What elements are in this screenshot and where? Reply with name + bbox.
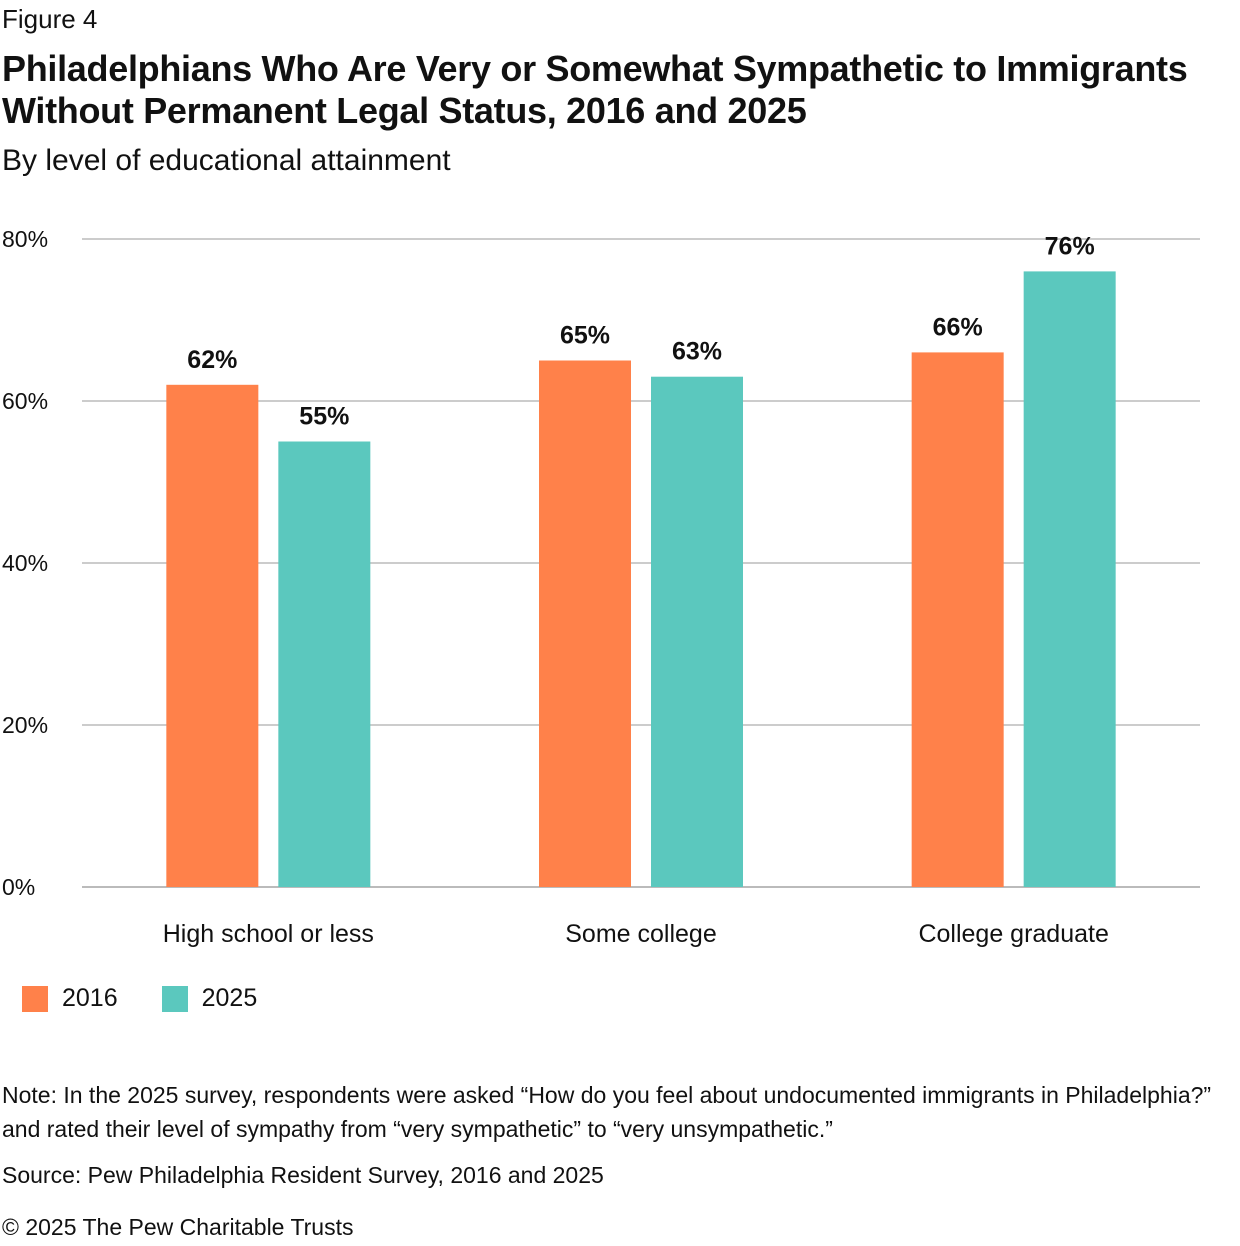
legend-label-2025: 2025 [201,984,258,1012]
legend-item-2025: 2025 [161,984,258,1013]
bar-chart: 0% 20% 40% 60% 80% 62% 55% 65% 63% 66% 76% High s… [2,226,1200,948]
x-tick-label: Some college [565,920,716,948]
chart-note: Note: In the 2025 survey, respondents we… [2,1082,1212,1142]
y-tick-label: 40% [2,550,48,576]
chart-subtitle: By level of educational attainment [2,144,451,177]
bars [166,271,1116,887]
y-tick-label: 60% [2,388,48,414]
data-label: 76% [1045,232,1095,260]
gridlines [82,238,1200,888]
y-tick-label: 80% [2,226,48,252]
data-label: 66% [933,313,983,341]
data-labels: 62% 55% 65% 63% 66% 76% [187,232,1094,430]
legend-label-2016: 2016 [62,984,118,1012]
y-tick-label: 0% [2,874,35,900]
chart-source: Source: Pew Philadelphia Resident Survey… [2,1162,604,1188]
legend-swatch-2025 [161,985,188,1012]
data-label: 63% [672,338,722,366]
y-axis-ticks: 0% 20% 40% 60% 80% [2,226,48,900]
chart-title: Philadelphians Who Are Very or Somewhat … [2,48,1188,131]
bar-2016 [166,384,259,887]
legend-item-2016: 2016 [22,984,118,1013]
x-tick-label: High school or less [163,920,374,948]
bar-2025 [278,441,371,887]
data-label: 62% [187,346,237,374]
legend: 2016 2025 [22,984,301,1013]
bar-2016 [539,360,631,887]
data-label: 55% [299,403,349,431]
bar-2016 [911,352,1004,887]
x-tick-label: College graduate [918,920,1108,948]
copyright: © 2025 The Pew Charitable Trusts [2,1214,354,1240]
legend-swatch-2016 [22,985,48,1012]
y-tick-label: 20% [2,712,48,738]
x-axis-ticks: High school or less Some college College g… [163,920,1109,948]
bar-2025 [651,376,743,887]
bar-2025 [1023,271,1116,887]
figure-label: Figure 4 [2,4,98,34]
data-label: 65% [560,322,610,350]
